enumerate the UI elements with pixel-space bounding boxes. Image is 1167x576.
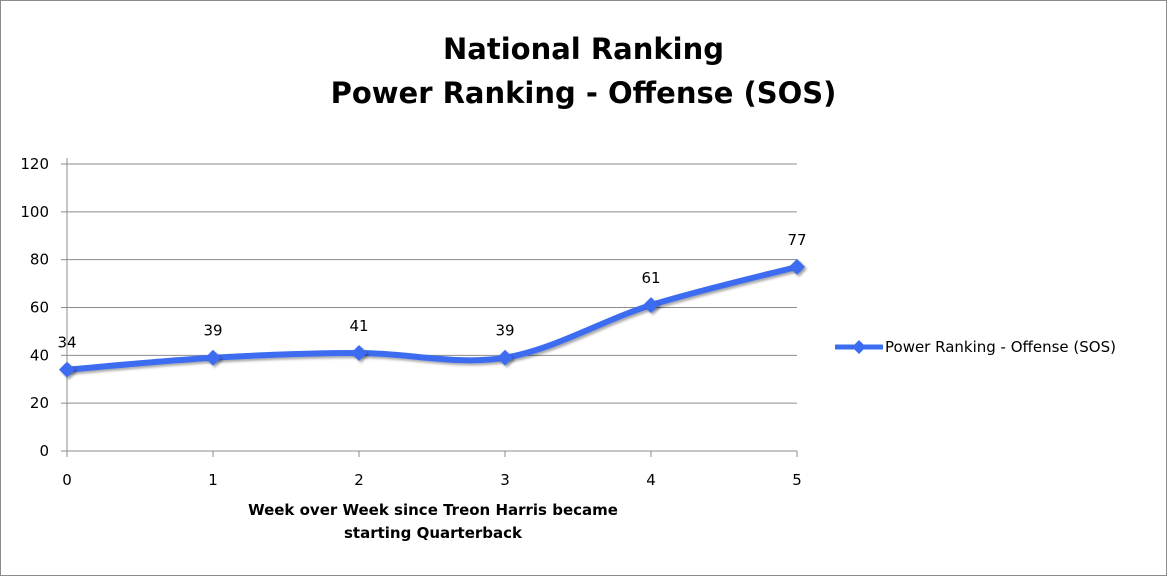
data-label-4: 61 [641,269,660,287]
data-label-2: 41 [349,317,368,335]
y-tick-label-20: 20 [30,394,49,412]
data-point-4 [643,297,659,314]
y-tick-label-40: 40 [30,346,49,364]
y-tick-label-80: 80 [30,251,49,269]
x-tick-label-3: 3 [500,471,510,489]
chart-title: National Ranking [443,32,724,66]
chart-title-block: National Ranking Power Ranking - Offense… [1,27,1166,115]
data-point-2 [351,344,367,361]
legend-diamond-icon [852,340,866,354]
x-axis-title-line-1: Week over Week since Treon Harris became [248,501,618,519]
data-label-0: 34 [57,334,76,352]
data-point-1 [205,349,221,366]
y-tick-label-60: 60 [30,299,49,317]
legend: Power Ranking - Offense (SOS) [835,337,1116,357]
data-label-3: 39 [495,322,514,340]
legend-entry-label: Power Ranking - Offense (SOS) [885,338,1116,356]
data-label-1: 39 [203,322,222,340]
x-axis-title: Week over Week since Treon Harris became… [201,499,665,545]
x-axis-title-line-2: starting Quarterback [344,524,522,542]
data-label-5: 77 [787,231,806,249]
gridlines [67,163,797,404]
y-tick-label-120: 120 [20,155,49,173]
chart-subtitle: Power Ranking - Offense (SOS) [330,76,837,110]
x-tick-label-5: 5 [792,471,802,489]
data-point-0 [59,361,75,378]
x-tick-labels: 0 1 2 3 4 5 [62,471,802,489]
series-layer [59,258,805,378]
x-tick-label-4: 4 [646,471,656,489]
x-tick-label-1: 1 [208,471,218,489]
data-point-3 [497,349,513,366]
axes [61,158,798,457]
data-labels: 34 39 41 39 61 77 [57,231,806,352]
data-point-5 [789,258,805,275]
y-tick-label-0: 0 [39,442,49,460]
x-tick-label-0: 0 [62,471,72,489]
x-tick-label-2: 2 [354,471,364,489]
series-line-0 [64,263,800,373]
legend-swatch-icon [835,340,883,354]
y-tick-label-100: 100 [20,203,49,221]
y-tick-labels: 0 20 40 60 80 100 120 [20,155,49,460]
